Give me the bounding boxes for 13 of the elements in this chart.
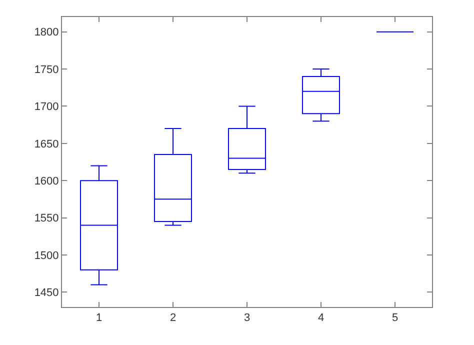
y-tick-label: 1550 bbox=[34, 212, 59, 225]
y-tick-label: 1750 bbox=[34, 64, 59, 76]
x-tick-label: 3 bbox=[244, 312, 250, 324]
y-tick-label: 1600 bbox=[34, 175, 59, 188]
y-tick-label: 1450 bbox=[34, 286, 59, 299]
x-tick-label: 5 bbox=[392, 312, 398, 324]
y-tick-label: 1800 bbox=[34, 26, 59, 39]
x-tick-label: 4 bbox=[318, 312, 324, 324]
y-tick-label: 1700 bbox=[34, 101, 59, 114]
y-tick-label: 1500 bbox=[34, 250, 59, 262]
x-tick-label: 1 bbox=[96, 312, 102, 324]
y-tick-label: 1650 bbox=[34, 138, 59, 150]
x-tick-label: 2 bbox=[170, 312, 176, 324]
